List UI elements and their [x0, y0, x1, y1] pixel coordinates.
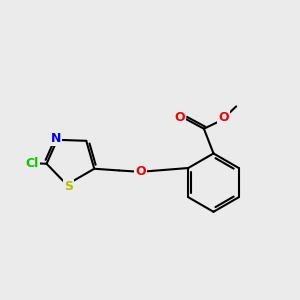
Text: O: O [218, 111, 229, 124]
Text: O: O [175, 111, 185, 124]
Text: N: N [51, 132, 61, 145]
Text: S: S [64, 179, 73, 193]
Text: O: O [135, 165, 146, 178]
Text: Cl: Cl [26, 157, 39, 169]
